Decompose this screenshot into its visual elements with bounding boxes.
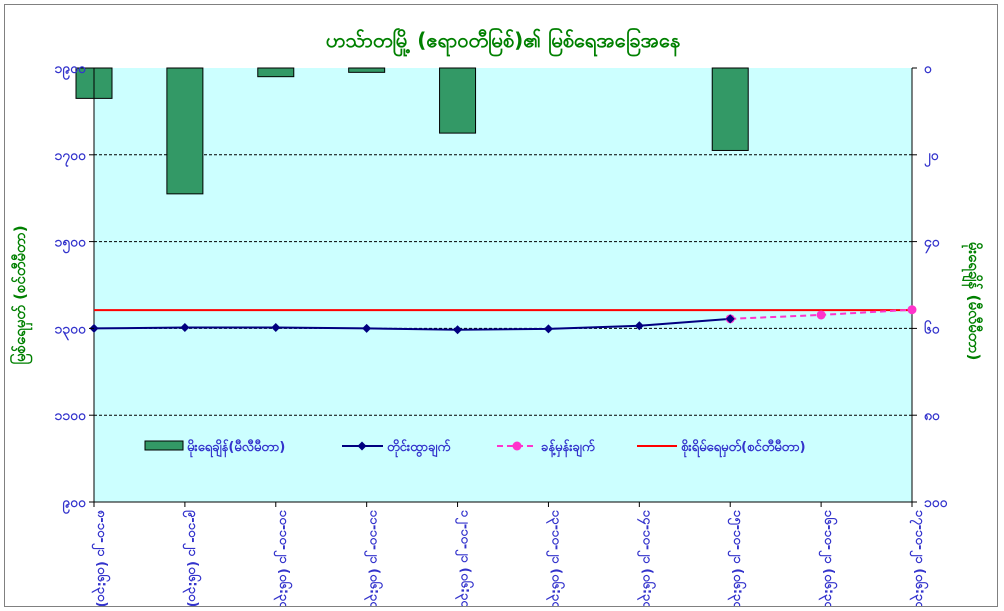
right-tick-label: ၀ [924,61,933,77]
x-tick-label: ၁၅-၁၀-၂၁ (၀၆:၃၀) [727,510,747,606]
right-tick-label: ၂၀ [924,148,940,167]
measured-point [725,314,735,324]
x-tick-label: ၈-၁၀-၂၁ (၀၆:၃၀) [91,510,111,606]
measured-point [453,325,463,335]
left-tick-label: ၁၅၀၀ [55,235,88,254]
rainfall-bar [257,67,295,78]
left-tick-label: ၉၀၀ [62,495,87,514]
legend-bar-swatch [144,440,184,451]
rainfall-bar [166,67,204,195]
chart-frame: ၁၉၀၀၁၇၀၀၁၅၀၀၁၃၀၀၁၁၀၀၉၀၀ ၀၂၀၄၀၆၀၈၀၁၀၀ ၈-၁… [4,4,998,607]
right-tick-label: ၁၀၀ [924,495,949,511]
measured-point [362,323,372,333]
legend: မိုးရေချိန်(မီလီမီတာ) တိုင်းထွာချက် ခန့်မှ… [144,438,806,458]
x-tick-label: ၁၂-၁၀-၂၁ (၀၆:၃၀) [455,510,475,606]
x-tick-label: ၉-၁၀-၂၁ (၀၆:၃၀) [182,510,202,606]
forecast-point [816,310,826,320]
left-tick-label: ၁၃၀၀ [55,321,88,340]
forecast-point [907,305,917,315]
legend-measured-marker [357,441,367,451]
right-axis-label: မိုးရေချိန် (မီလီမီတာ) [961,242,984,361]
measured-point [180,323,190,333]
measured-point [543,324,553,334]
right-tick-label: ၄၀ [924,235,941,254]
x-tick-label: ၁၄-၁၀-၂၁ (၀၆:၃၀) [636,510,656,606]
legend-label-forecast: ခန့်မှန်းချက် [541,438,595,458]
legend-label-warning: စိုးရိမ်ရေမှတ်(စင်တီမီတာ) [681,438,806,458]
x-tick-label: ၁၃-၁၀-၂၁ (၀၆:၃၀) [545,510,565,606]
measured-line [93,317,731,331]
chart-title: ဟသ်ာတမြို့ (ဧရာဝတီမြစ်)၏ မြစ်ရေအခြေအနေ [326,27,680,57]
left-tick-label: ၁၉၀၀ [55,61,88,80]
right-tick-label: ၆၀ [924,320,941,337]
left-tick-label: ၁၁၀၀ [55,408,88,424]
measured-point [634,321,644,331]
measured-point [271,323,281,333]
bar-series [75,67,749,195]
right-tick-label: ၈၀ [924,408,941,424]
left-axis-label: မြစ်ရေမှတ် (စင်တီမီတာ) [9,225,33,364]
legend-forecast-marker [512,441,522,451]
rainfall-bar [348,67,386,73]
left-tick-label: ၁၇၀၀ [55,148,88,167]
x-tick-label: ၁၁-၁၀-၂၁ (၀၆:၃၀) [364,510,384,606]
rainfall-bar [439,67,477,134]
x-tick-label: ၁၀-၁၀-၂၁ (၀၆:၃၀) [273,510,293,606]
plot-area [94,68,912,502]
x-axis-ticks: ၈-၁၀-၂၁ (၀၆:၃၀) ၉-၁၀-၂၁ (၀၆:၃၀) ၁၀-၁၀-၂၁ (… [91,502,929,606]
x-tick-label: ၁၆-၁၀-၂၁ (၀၆:၃၀) [818,510,838,606]
line-series [89,305,917,335]
legend-label-measured: တိုင်းထွာချက် [387,438,450,458]
rainfall-bar [711,67,749,151]
x-tick-label: ၁၇-၁၀-၂၁ (၀၆:၃၀) [909,510,929,606]
legend-label-rainfall: မိုးရေချိန်(မီလီမီတာ) [187,438,285,458]
